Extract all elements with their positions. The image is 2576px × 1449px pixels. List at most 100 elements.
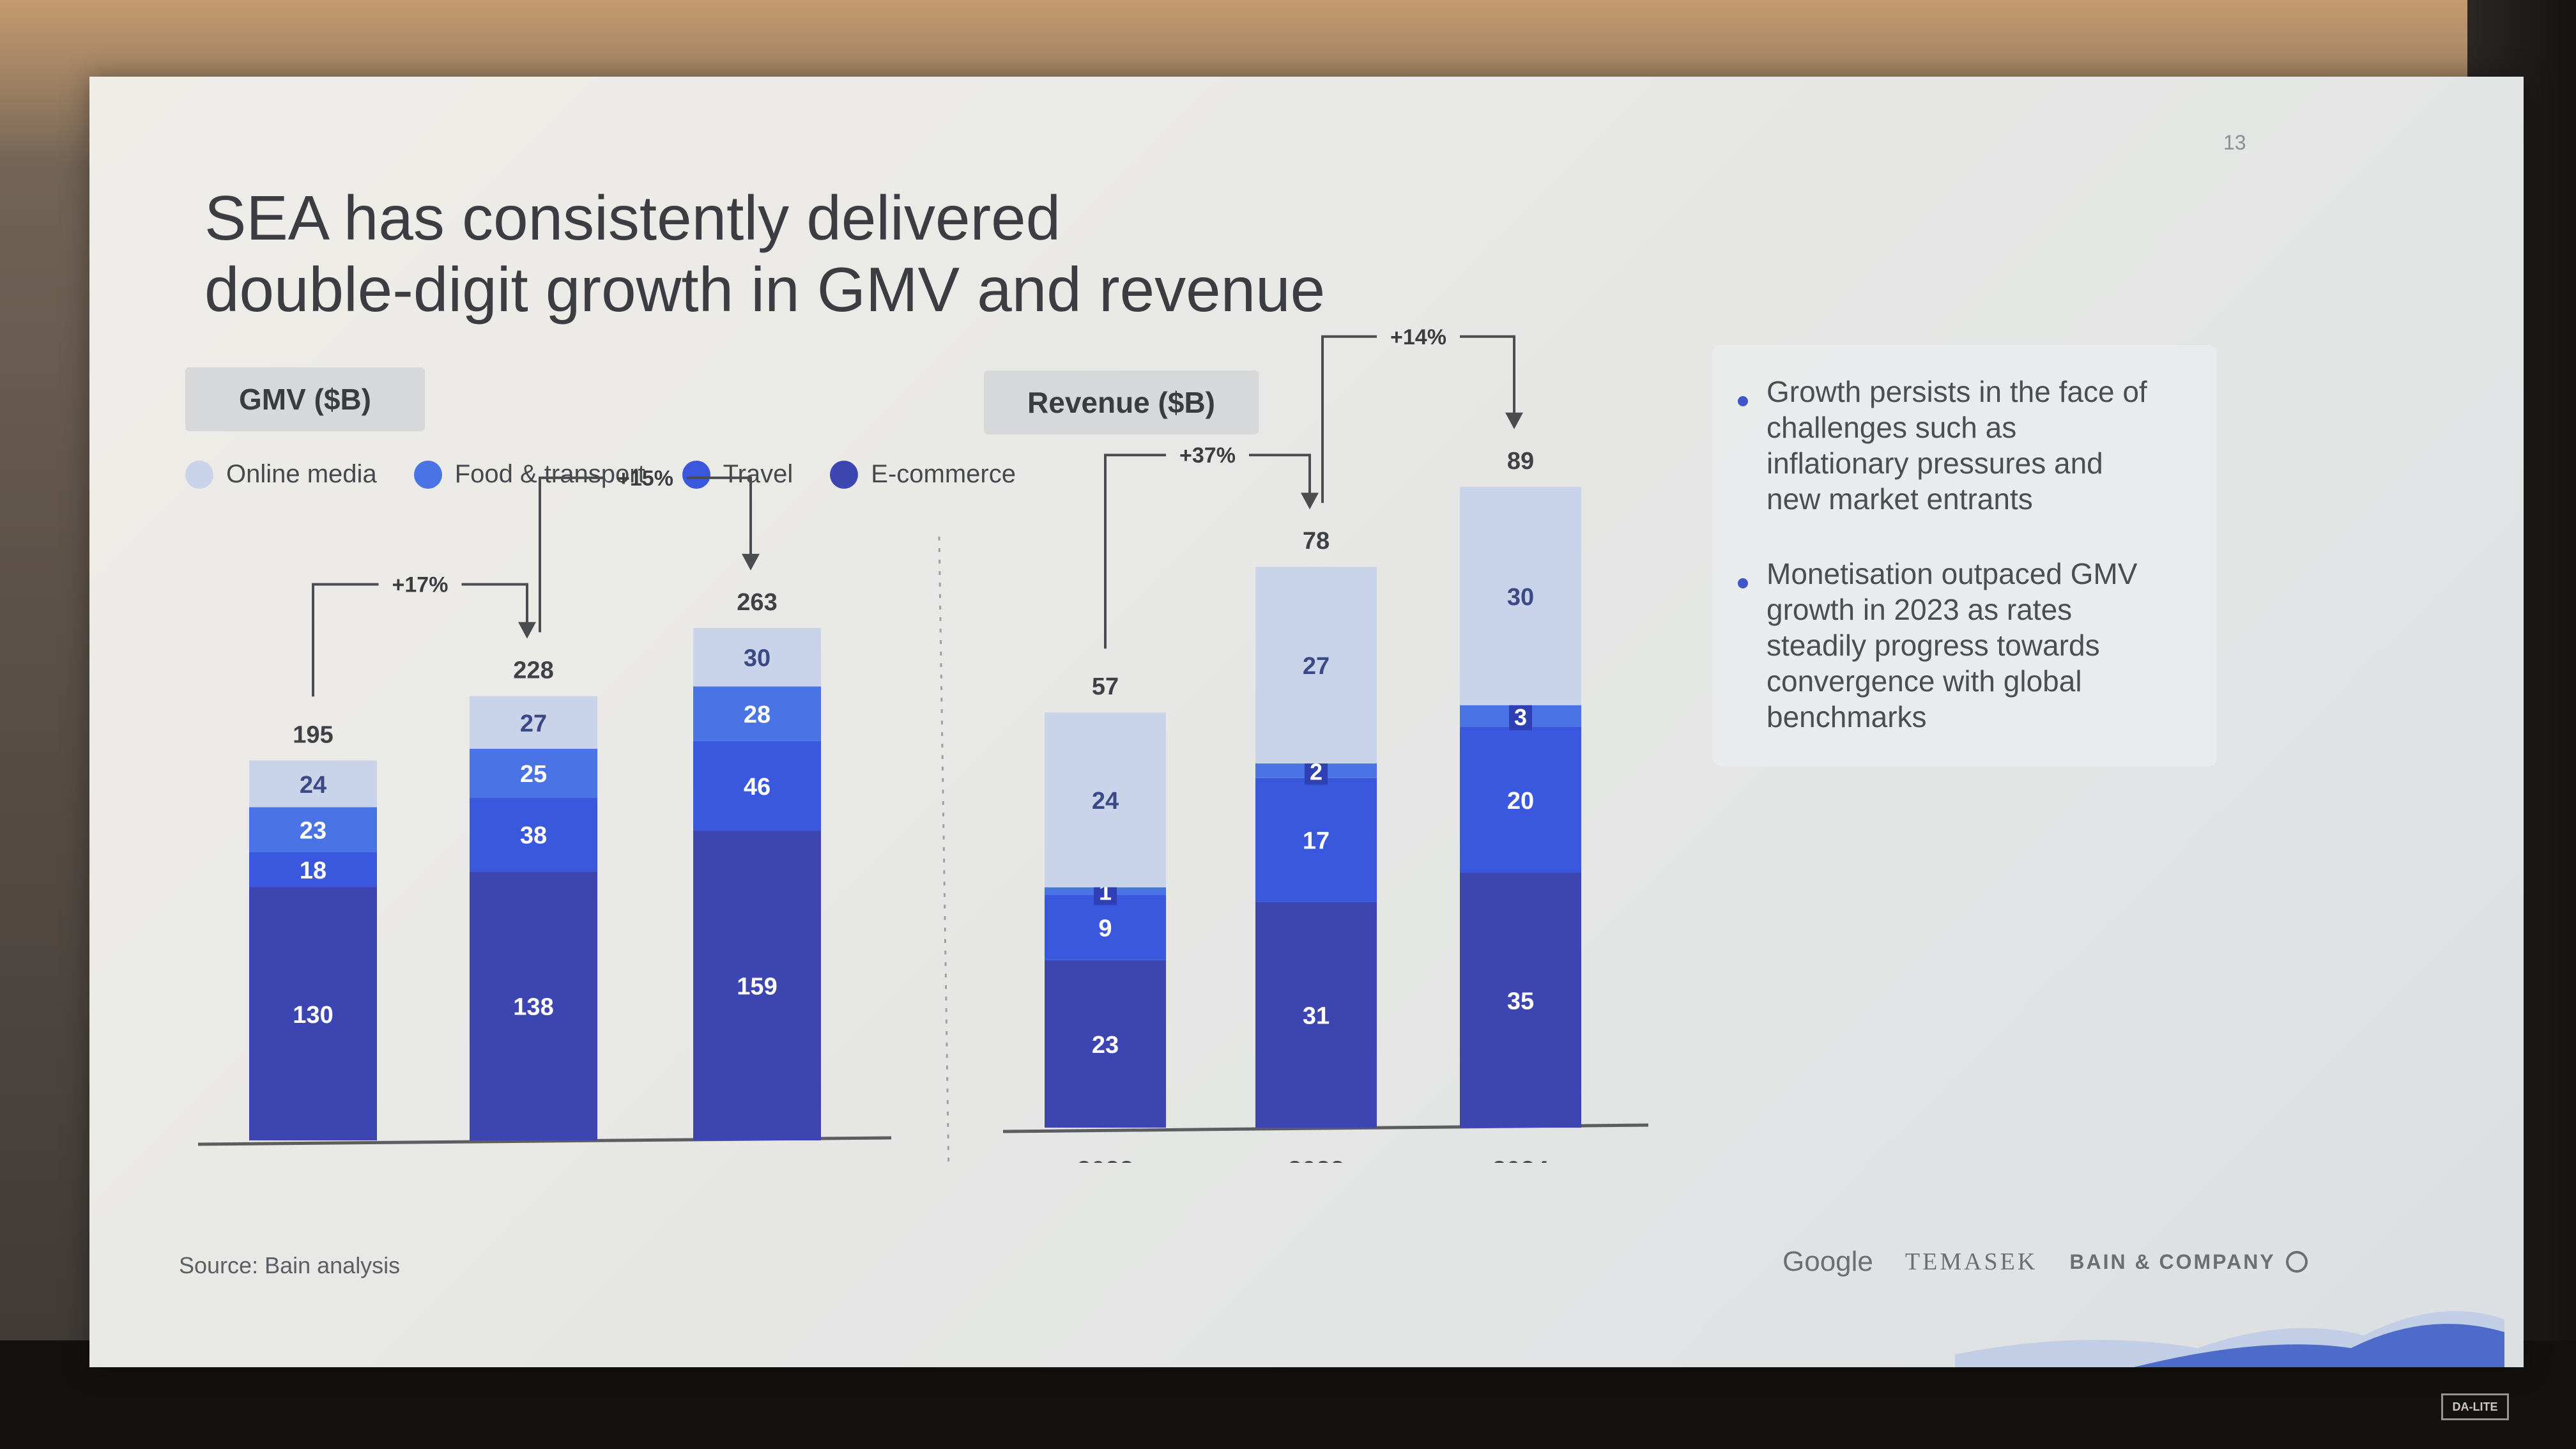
total-label: 228	[513, 657, 553, 684]
projector-brand-label: DA-LITE	[2441, 1393, 2509, 1420]
page-number: 13	[2223, 131, 2246, 154]
data-label: 23	[1092, 1032, 1119, 1059]
data-label: 24	[300, 772, 326, 799]
bar-segment-e-commerce	[470, 871, 597, 1140]
legend-swatch-travel	[682, 460, 710, 489]
data-label: 35	[1507, 988, 1534, 1015]
legend-swatch-food-transport	[413, 460, 442, 489]
growth-label: +14%	[1390, 325, 1446, 349]
bain-logo: BAIN & COMPANY	[2069, 1250, 2308, 1274]
slide-title-line-2: double-digit growth in GMV and revenue	[204, 254, 1326, 325]
bar-segment-food-transport	[249, 807, 377, 852]
slide-title: SEA has consistently delivered double-di…	[204, 182, 1610, 325]
legend-item-e-commerce: E-commerce	[830, 460, 1016, 489]
bar-segment-e-commerce	[249, 887, 377, 1140]
bullet-dot-icon	[1738, 578, 1748, 588]
bar-segment-e-commerce	[1255, 901, 1377, 1128]
data-label: 20	[1507, 788, 1534, 815]
bain-logo-text: BAIN & COMPANY	[2069, 1250, 2276, 1273]
charts-canvas: 1301823241952022138382527228202315946283…	[197, 325, 1649, 1163]
mountain-graphic	[1955, 1311, 2504, 1367]
bar-segment-online-media	[1255, 567, 1377, 763]
data-label: 38	[520, 822, 547, 849]
presentation-slide: 13 SEA has consistently delivered double…	[89, 77, 2524, 1367]
data-label: 30	[744, 645, 770, 672]
bullet-text-2: Monetisation outpaced GMV growth in 2023…	[1767, 557, 2138, 733]
bar-segment-travel	[1045, 894, 1166, 960]
total-label: 89	[1507, 448, 1534, 475]
total-label: 78	[1303, 528, 1330, 555]
bar-segment-online-media	[693, 627, 821, 687]
growth-label: +15%	[617, 466, 673, 491]
data-label: 18	[300, 857, 326, 884]
data-label: 23	[300, 818, 326, 845]
key-takeaways-panel: Growth persists in the face of challenge…	[1712, 345, 2217, 767]
partner-logos: Google TEMASEK BAIN & COMPANY	[1782, 1246, 2308, 1278]
legend-swatch-online-media	[185, 460, 213, 489]
bullet-dot-icon	[1738, 396, 1748, 406]
bar-segment-travel	[249, 852, 377, 887]
growth-arrow-icon	[1505, 412, 1523, 429]
growth-arrow-icon	[742, 553, 760, 571]
data-label: 159	[737, 974, 777, 1000]
bain-circle-icon	[2285, 1251, 2308, 1273]
growth-connector	[1321, 335, 1515, 503]
legend-label: Travel	[723, 460, 793, 488]
data-label: 130	[293, 1002, 333, 1029]
bar-segment-online-media	[1045, 712, 1166, 887]
growth-label: +37%	[1179, 443, 1236, 468]
data-label: 3	[1514, 704, 1527, 730]
revenue-chart-title: Revenue ($B)	[984, 371, 1259, 434]
growth-connector	[312, 583, 528, 697]
bar-segment-e-commerce	[1045, 960, 1166, 1128]
slide-title-line-1: SEA has consistently delivered	[204, 183, 1061, 253]
bar-segment-travel	[470, 797, 597, 872]
legend-swatch-e-commerce	[830, 460, 859, 489]
legend-item-food-transport: Food & transport	[413, 460, 645, 489]
bar-segment-travel	[693, 740, 821, 831]
data-label: 28	[744, 702, 770, 728]
bar-segment-travel	[1460, 727, 1581, 873]
legend-label: Online media	[226, 460, 377, 488]
bar-segment-travel	[1255, 778, 1377, 902]
bar-segment-food-transport	[470, 748, 597, 798]
data-label: 138	[513, 994, 553, 1021]
bar-segment-online-media	[1460, 486, 1581, 705]
data-label: 30	[1507, 584, 1534, 611]
source-note: Source: Bain analysis	[179, 1252, 401, 1278]
x-tick-label: 2022	[1077, 1156, 1134, 1163]
data-label: 25	[520, 761, 547, 788]
growth-label: +17%	[392, 573, 448, 597]
growth-arrow-icon	[518, 622, 536, 639]
bar-segment-food-transport	[693, 686, 821, 741]
data-label: 24	[1092, 788, 1119, 815]
total-label: 263	[737, 589, 777, 616]
x-tick-label: 2023	[1288, 1156, 1345, 1163]
growth-arrow-icon	[1301, 493, 1319, 510]
growth-connector	[539, 476, 752, 632]
legend-label: Food & transport	[454, 460, 645, 488]
bar-segment-online-media	[470, 696, 597, 749]
data-label: 2	[1310, 758, 1322, 785]
data-label: 31	[1303, 1002, 1330, 1029]
small-value-box	[1509, 702, 1532, 730]
legend-item-online-media: Online media	[185, 460, 377, 489]
data-label: 27	[1303, 653, 1330, 680]
x-tick-label: 2024	[1492, 1156, 1550, 1163]
data-label: 46	[744, 774, 770, 801]
temasek-logo: TEMASEK	[1905, 1248, 2038, 1275]
growth-connector	[1104, 454, 1311, 649]
bullet-text-1: Growth persists in the face of challenge…	[1767, 375, 2147, 516]
bar-segment-e-commerce	[1460, 873, 1581, 1128]
chart-legend: Online media Food & transport Travel E-c…	[185, 460, 1016, 489]
chart-divider	[938, 536, 950, 1163]
google-logo: Google	[1782, 1246, 1873, 1277]
bar-segment-e-commerce	[693, 831, 821, 1140]
legend-label: E-commerce	[871, 460, 1016, 488]
bar-segment-online-media	[249, 760, 377, 808]
total-label: 57	[1092, 673, 1119, 700]
gmv-chart-title: GMV ($B)	[185, 367, 425, 431]
legend-item-travel: Travel	[682, 460, 793, 489]
data-label: 27	[520, 710, 547, 737]
total-label: 195	[293, 721, 333, 748]
